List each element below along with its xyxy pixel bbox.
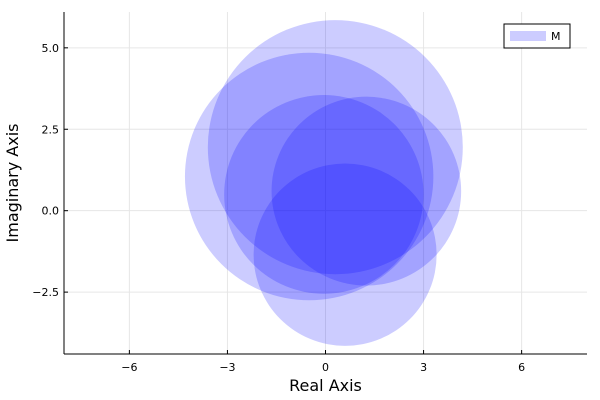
data-point <box>184 52 434 301</box>
x-tick-label: 6 <box>518 361 525 374</box>
data-layer <box>184 20 463 346</box>
x-axis-title: Real Axis <box>289 376 362 395</box>
grid <box>64 12 587 354</box>
legend-swatch <box>510 31 546 41</box>
data-point <box>224 95 424 294</box>
x-tick-label: 0 <box>322 361 329 374</box>
data-point <box>207 20 463 275</box>
y-tick-label: −2.5 <box>32 286 59 299</box>
data-point <box>271 96 462 286</box>
y-tick-label: 0.0 <box>42 205 60 218</box>
y-tick-label: 2.5 <box>42 123 60 136</box>
legend-label: M <box>551 30 561 43</box>
y-axis-title: Imaginary Axis <box>3 124 22 243</box>
y-ticks: −2.5 0.0 2.5 5.0 <box>32 42 68 299</box>
legend-box <box>503 23 571 49</box>
data-point <box>253 163 437 346</box>
legend: M <box>503 23 571 49</box>
x-ticks: −6 −3 0 3 6 <box>121 350 525 374</box>
x-tick-label: −3 <box>219 361 235 374</box>
y-tick-label: 5.0 <box>42 42 60 55</box>
x-tick-label: 3 <box>420 361 427 374</box>
x-tick-label: −6 <box>121 361 137 374</box>
